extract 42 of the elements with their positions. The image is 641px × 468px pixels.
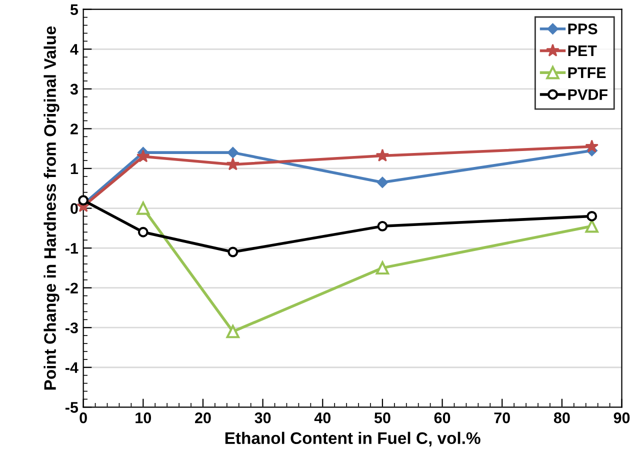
y-tick-label: 2 — [70, 124, 78, 134]
point — [376, 176, 388, 188]
x-tick-label: 50 — [374, 412, 390, 424]
point — [136, 150, 150, 162]
point — [585, 140, 598, 152]
point — [136, 202, 150, 215]
x-tick-label: 90 — [614, 412, 630, 424]
legend-label: PTFE — [568, 67, 606, 78]
y-tick-label: 3 — [70, 84, 78, 95]
x-tick-label: 40 — [314, 412, 331, 424]
legend-label: PET — [568, 46, 597, 56]
point — [228, 246, 238, 258]
y-tick-label: -4 — [65, 362, 78, 373]
y-axis-title: Point Change in Hardness from Original Value — [44, 26, 60, 390]
x-tick-label: 10 — [136, 412, 152, 424]
legend-label: PVDF — [568, 89, 608, 100]
point — [586, 211, 598, 222]
point — [227, 146, 239, 158]
y-tick-label: -3 — [65, 322, 78, 334]
x-axis-title: Ethanol Content in Fuel C, vol.% — [225, 432, 480, 446]
legend-label: PPS — [568, 24, 598, 34]
y-tick-label: -1 — [65, 243, 78, 254]
x-tick-label: 0 — [80, 412, 87, 424]
x-tick-label: 60 — [434, 412, 450, 424]
point — [78, 195, 89, 206]
x-tick-label: 30 — [254, 412, 271, 424]
point — [138, 226, 148, 238]
point — [376, 261, 390, 275]
y-tick-label: 4 — [70, 44, 78, 55]
point — [376, 148, 390, 162]
y-tick-label: 5 — [70, 4, 78, 16]
y-tick-label: -2 — [65, 282, 78, 294]
x-tick-label: 80 — [554, 412, 570, 424]
point — [377, 220, 388, 232]
y-tick-label: 1 — [70, 164, 78, 174]
point — [585, 220, 598, 233]
x-tick-label: 20 — [195, 412, 211, 424]
point — [226, 324, 240, 338]
x-tick-label: 70 — [494, 412, 510, 424]
y-tick-label: 0 — [70, 203, 78, 214]
point — [226, 158, 240, 170]
y-tick-label: -5 — [65, 402, 78, 413]
